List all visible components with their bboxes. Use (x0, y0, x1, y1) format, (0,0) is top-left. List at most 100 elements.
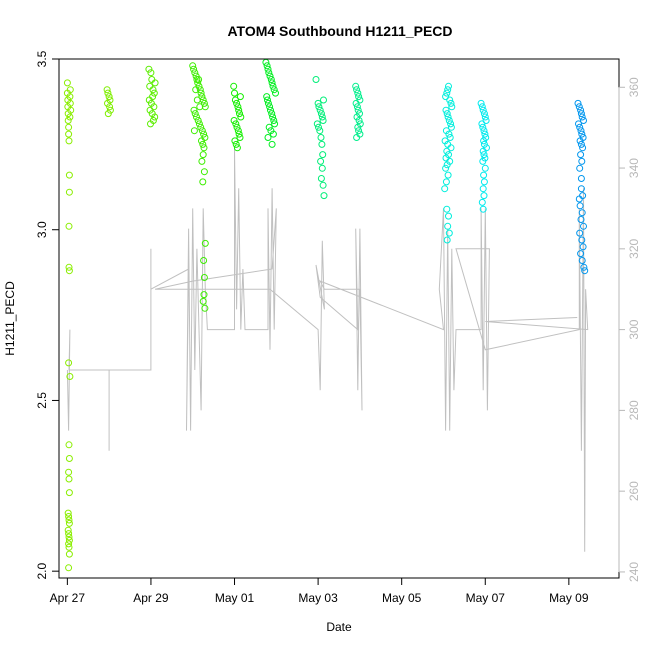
data-point (201, 239, 209, 247)
data-point (445, 130, 453, 138)
data-point (481, 164, 489, 172)
data-point (442, 106, 450, 114)
series-0 (63, 79, 75, 572)
data-point (146, 82, 154, 90)
data-point (447, 99, 455, 107)
data-point (66, 86, 74, 94)
data-point (65, 441, 73, 449)
data-point (352, 99, 360, 107)
data-point (316, 127, 324, 135)
data-point (265, 69, 273, 77)
data-point (190, 127, 198, 135)
data-point (353, 134, 361, 141)
data-point (480, 151, 488, 159)
data-point (197, 123, 205, 131)
data-point (231, 89, 238, 97)
data-point (192, 86, 200, 94)
data-point (444, 86, 452, 94)
x-tick-label: May 03 (298, 591, 338, 605)
data-point (355, 117, 363, 124)
data-point (194, 117, 202, 124)
data-point (196, 103, 204, 111)
series-2 (145, 65, 159, 128)
y2-tick-label: 320 (627, 238, 641, 258)
data-point (353, 113, 361, 121)
data-point (266, 72, 274, 80)
data-point (230, 117, 238, 124)
data-point (200, 168, 208, 176)
data-point (190, 106, 198, 114)
data-point (64, 117, 72, 124)
data-point (263, 62, 271, 70)
x-tick-label: May 01 (215, 591, 255, 605)
data-point (580, 117, 587, 124)
data-point (234, 103, 242, 111)
data-point (444, 113, 452, 121)
data-point (230, 82, 238, 90)
data-point (577, 151, 585, 159)
data-point (199, 297, 207, 305)
x-tick-label: May 05 (382, 591, 422, 605)
data-point (264, 65, 272, 73)
data-point (319, 181, 327, 189)
data-point (482, 117, 490, 124)
data-point (66, 373, 74, 380)
data-point (313, 120, 321, 128)
y-tick-label: 3.0 (35, 221, 49, 238)
data-point (105, 93, 113, 101)
y2-axis: 240 260 280 300 320 340 360 (618, 77, 641, 582)
data-point (268, 140, 276, 148)
data-point (578, 157, 586, 165)
data-point (479, 147, 487, 155)
data-point (201, 304, 209, 312)
data-point (319, 151, 327, 159)
data-point (65, 130, 73, 138)
data-point (479, 157, 487, 165)
data-point (578, 113, 586, 121)
data-point (481, 130, 489, 138)
data-point (577, 127, 585, 135)
series-1 (103, 86, 114, 118)
data-point (575, 195, 583, 203)
data-point (479, 123, 487, 131)
data-point (151, 113, 159, 121)
y2-tick-label: 300 (627, 319, 641, 339)
data-point (577, 216, 585, 223)
data-point (65, 530, 73, 538)
data-point (577, 185, 585, 193)
data-point (268, 79, 276, 87)
data-point (67, 106, 75, 114)
x-axis-label: Date (326, 620, 352, 634)
data-point (478, 103, 486, 111)
data-point (65, 543, 73, 551)
data-point (235, 106, 243, 114)
y2-tick-label: 240 (627, 562, 641, 582)
data-point (579, 243, 587, 251)
data-point (442, 164, 450, 172)
data-point (443, 161, 451, 169)
data-point (480, 137, 488, 145)
data-point (103, 86, 111, 94)
data-point (270, 86, 278, 94)
chart-title: ATOM4 Southbound H1211_PECD (227, 23, 452, 39)
data-point (443, 110, 451, 118)
data-point (197, 89, 205, 97)
data-point (198, 157, 206, 165)
data-point (442, 178, 450, 186)
data-point (262, 58, 270, 66)
x-tick-label: May 07 (466, 591, 506, 605)
data-point (198, 137, 205, 145)
data-point (317, 157, 325, 165)
data-point (232, 140, 240, 148)
data-point (480, 127, 488, 135)
x-tick-label: Apr 27 (50, 591, 86, 605)
data-point (353, 86, 361, 94)
data-point (317, 175, 325, 182)
data-point (271, 120, 279, 128)
data-point (146, 106, 154, 114)
data-point (354, 106, 362, 114)
data-point (196, 86, 204, 94)
series-3 (189, 62, 209, 312)
series-4 (230, 82, 245, 152)
data-point (191, 110, 199, 118)
